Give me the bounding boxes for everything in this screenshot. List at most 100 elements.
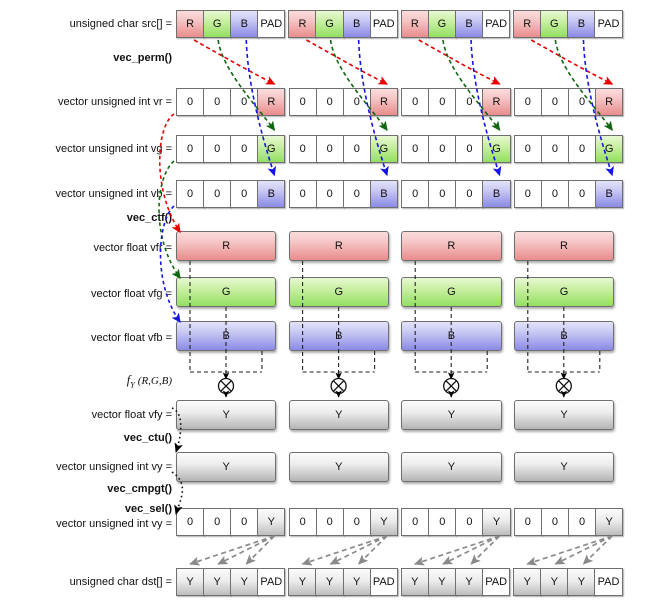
cell-b: B <box>454 10 484 38</box>
cell-b: B <box>257 180 286 208</box>
cell-0: 0 <box>315 88 344 116</box>
label-vy-int: vector unsigned int vy = <box>56 461 172 473</box>
cell-pad: PAD <box>482 568 511 596</box>
cell-0: 0 <box>230 135 259 163</box>
cell-0: 0 <box>315 135 344 163</box>
cell-0: 0 <box>203 88 232 116</box>
src-lane-2: R G B PAD <box>400 10 511 38</box>
cell-0: 0 <box>288 135 317 163</box>
cell-b: B <box>342 10 371 38</box>
cell-g: G <box>427 10 456 38</box>
cell-0: 0 <box>567 135 597 163</box>
label-vfr: vector float vfr = <box>93 242 172 254</box>
cell-0: 0 <box>342 88 371 116</box>
label-vfb: vector float vfb = <box>90 332 172 344</box>
vy-int-lane-3: Y <box>513 452 615 482</box>
cell-y: Y <box>288 568 317 596</box>
cell-r: R <box>595 88 624 116</box>
cell-0: 0 <box>342 180 371 208</box>
vfr-lane-1: R <box>288 231 389 261</box>
vy-int-lane-1: Y <box>288 452 389 482</box>
cell-0: 0 <box>401 180 430 208</box>
cell-0: 0 <box>567 88 597 116</box>
cell-0: 0 <box>401 135 430 163</box>
cell-0: 0 <box>428 180 457 208</box>
cell-b: B <box>230 10 259 38</box>
cell-pad: PAD <box>594 10 623 38</box>
vfb-lane-3: B <box>513 321 615 351</box>
cell-y: Y <box>482 508 511 536</box>
cell-0: 0 <box>428 508 457 536</box>
dst-lane-3: Y Y Y PAD <box>513 568 623 596</box>
cell-g: G <box>257 135 286 163</box>
cell-r: R <box>257 88 286 116</box>
label-vec-cmpgt: vec_cmpgt() <box>107 483 172 495</box>
cell-g: G <box>369 135 398 163</box>
cell-pad: PAD <box>594 568 623 596</box>
cell-0: 0 <box>401 508 430 536</box>
cell-0: 0 <box>513 180 542 208</box>
label-vg: vector unsigned int vg = <box>55 143 173 155</box>
cell-0: 0 <box>176 88 205 116</box>
cell-y: Y <box>342 568 371 596</box>
cell-r: R <box>482 88 511 116</box>
vfb-lane-1: B <box>288 321 389 351</box>
label-vfg: vector float vfg = <box>90 288 172 300</box>
cell-y: Y <box>203 568 232 596</box>
cell-pad: PAD <box>369 10 398 38</box>
cell-0: 0 <box>203 180 232 208</box>
cell-b: B <box>369 180 398 208</box>
cell-0: 0 <box>176 135 205 163</box>
label-vfy: vector float vfy = <box>91 409 172 421</box>
cell-y: Y <box>540 568 569 596</box>
src-lane-0: R G B PAD <box>176 10 286 38</box>
cell-pad: PAD <box>257 10 286 38</box>
cell-0: 0 <box>455 88 484 116</box>
cell-y: Y <box>427 568 456 596</box>
cell-r: R <box>369 88 398 116</box>
cell-y: Y <box>454 568 484 596</box>
cell-0: 0 <box>540 88 569 116</box>
dst-lane-2: Y Y Y PAD <box>400 568 511 596</box>
cell-0: 0 <box>288 180 317 208</box>
cell-y: Y <box>513 568 542 596</box>
label-vec-ctu: vec_ctu() <box>123 432 172 444</box>
cell-y: Y <box>176 568 205 596</box>
cell-pad: PAD <box>257 568 286 596</box>
cell-0: 0 <box>230 180 259 208</box>
label-vb: vector unsigned int vb = <box>55 188 173 200</box>
dst-lane-0: Y Y Y PAD <box>176 568 286 596</box>
cell-0: 0 <box>455 135 484 163</box>
dst-lane-1: Y Y Y PAD <box>288 568 398 596</box>
label-src: unsigned char src[] = <box>69 18 172 30</box>
label-vec-ctf: vec_ctf() <box>126 212 172 224</box>
cell-y: Y <box>315 568 344 596</box>
cell-y: Y <box>369 508 398 536</box>
cell-0: 0 <box>203 135 232 163</box>
operator-multiply-icon <box>217 377 235 395</box>
cell-0: 0 <box>176 508 205 536</box>
vfg-lane-0: G <box>176 277 277 307</box>
cell-0: 0 <box>567 508 597 536</box>
cell-0: 0 <box>230 88 259 116</box>
vfy-lane-2: Y <box>401 400 502 430</box>
cell-0: 0 <box>315 180 344 208</box>
cell-b: B <box>595 180 624 208</box>
cell-0: 0 <box>513 88 542 116</box>
cell-0: 0 <box>230 508 259 536</box>
cell-0: 0 <box>315 508 344 536</box>
cell-0: 0 <box>176 180 205 208</box>
cell-y: Y <box>257 508 286 536</box>
vy-int-lane-0: Y <box>176 452 277 482</box>
